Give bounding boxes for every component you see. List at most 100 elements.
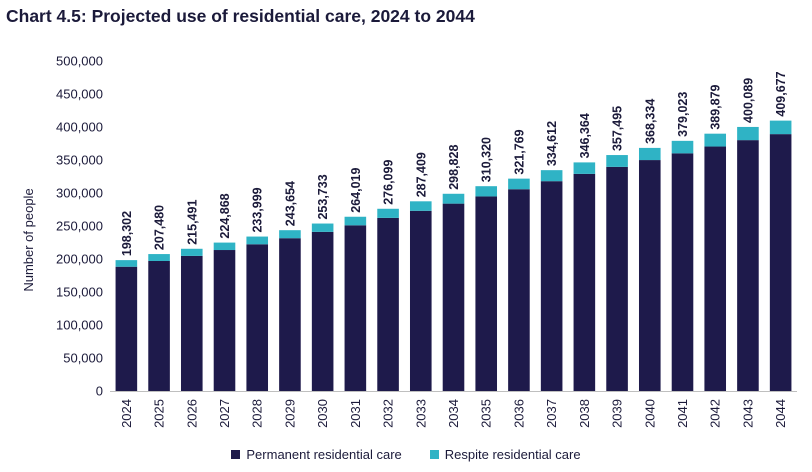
bar-permanent [704,146,727,391]
y-tick-label: 450,000 [56,87,103,102]
bar-total-label: 253,733 [316,174,330,219]
bar-respite [671,140,694,154]
bar-total-label: 400,089 [741,78,755,123]
bar-permanent [311,231,334,391]
x-tick-label: 2034 [446,399,461,428]
y-tick-label: 100,000 [56,318,103,333]
x-tick-label: 2027 [217,399,232,428]
bar-permanent [671,153,694,391]
bar-permanent [737,140,759,391]
bar-total-label: 298,828 [447,145,461,190]
x-tick-label: 2024 [119,399,134,428]
bar-permanent [180,255,203,391]
bar-total-label: 287,409 [414,152,428,197]
bar-permanent [246,244,269,391]
bar-permanent [344,225,367,391]
bar-respite [475,186,498,197]
y-tick-label: 350,000 [56,153,103,168]
bar-permanent [769,134,792,392]
x-tick-label: 2028 [250,399,265,428]
y-tick-label: 50,000 [63,351,103,366]
bar-permanent [148,260,170,391]
bar-permanent [115,266,138,391]
bar-total-label: 389,879 [709,84,723,129]
x-tick-label: 2037 [544,399,559,428]
bar-respite [704,133,727,147]
bar-permanent [213,250,236,391]
y-tick-label: 250,000 [56,219,103,234]
y-tick-label: 400,000 [56,120,103,135]
bar-total-label: 207,480 [153,205,167,250]
legend-swatch-permanent [231,449,241,459]
bar-total-label: 409,677 [774,71,788,116]
bar-respite [344,216,367,226]
x-tick-label: 2026 [184,399,199,428]
chart-title: Chart 4.5: Projected use of residential … [6,6,475,26]
bar-respite [606,155,628,167]
x-tick-label: 2044 [773,399,788,428]
bar-respite [180,248,203,256]
y-tick-label: 500,000 [56,54,103,69]
bar-respite [279,230,301,239]
bar-permanent [508,189,530,391]
bar-permanent [442,203,465,391]
bar-permanent [573,173,596,391]
bar-total-label: 357,495 [611,106,625,151]
bar-permanent [475,196,498,391]
x-tick-label: 2029 [282,399,297,428]
legend-swatch-respite [429,449,439,459]
x-tick-label: 2042 [708,399,723,428]
y-tick-label: 150,000 [56,285,103,300]
x-tick-label: 2030 [315,399,330,428]
y-axis: 0 50,000 100,000 150,000 200,000 250,000 300,0… [56,54,103,399]
legend-label-respite: Respite residential care [444,446,581,462]
x-tick-label: 2033 [413,399,428,428]
bar-total-label: 379,023 [676,92,690,137]
bar-permanent [606,166,628,391]
bar-respite [769,120,792,135]
bar-respite [148,254,170,261]
x-tick-label: 2036 [511,399,526,428]
bar-total-label: 224,868 [218,193,232,238]
bar-respite [508,178,530,190]
y-tick-label: 0 [96,384,103,399]
bar-respite [409,201,432,211]
bar-total-label: 233,999 [251,187,265,232]
bar-respite [540,170,563,182]
x-tick-label: 2035 [479,399,494,428]
bar-respite [213,242,236,251]
legend-item-respite: Respite residential care [429,446,581,462]
bar-permanent [540,181,563,391]
legend: Permanent residential care Respite resid… [0,444,812,464]
data-labels: 198,302 207,480 215,491 224,868 233,999 243,6… [120,71,788,256]
bars [115,120,792,392]
bar-total-label: 215,491 [185,200,199,245]
bar-chart: 0 50,000 100,000 150,000 200,000 250,000 300,0… [21,54,797,428]
x-tick-label: 2041 [675,399,690,428]
bar-total-label: 334,612 [545,121,559,166]
x-tick-label: 2025 [152,399,167,428]
bar-respite [246,236,269,245]
y-tick-label: 300,000 [56,186,103,201]
x-tick-label: 2043 [740,399,755,428]
bar-permanent [377,217,399,391]
bar-respite [377,208,399,218]
bar-total-label: 321,769 [512,129,526,174]
bar-permanent [409,210,432,391]
bar-total-label: 264,019 [349,168,363,213]
y-tick-label: 200,000 [56,252,103,267]
bar-respite [737,126,759,141]
bar-respite [573,162,596,174]
bar-total-label: 198,302 [120,211,134,256]
bar-respite [115,260,138,267]
bar-permanent [638,160,661,391]
x-tick-label: 2040 [642,399,657,428]
bar-total-label: 346,364 [578,113,592,158]
x-tick-label: 2032 [381,399,396,428]
x-tick-label: 2039 [610,399,625,428]
bar-respite [311,223,334,232]
x-tick-label: 2031 [348,399,363,428]
bar-total-label: 276,099 [382,160,396,205]
legend-label-permanent: Permanent residential care [246,446,402,462]
bar-respite [442,193,465,204]
